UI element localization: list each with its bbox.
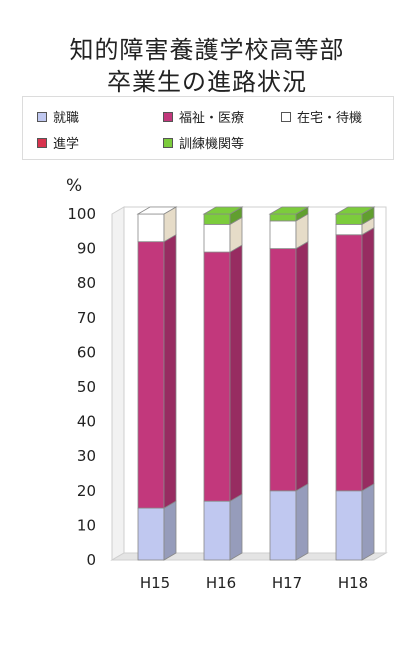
- x-category-label: H16: [206, 574, 236, 592]
- y-tick-label: 20: [77, 482, 96, 500]
- bar-segment-side: [361, 227, 375, 492]
- bar-segment-front: [335, 490, 363, 561]
- legend-item-fukushi: 福祉・医療: [163, 107, 244, 126]
- bar-segment-front: [137, 241, 165, 509]
- legend-swatch: [281, 111, 291, 122]
- y-tick-label: 40: [77, 413, 96, 431]
- x-category-label: H18: [338, 574, 368, 592]
- bar-segment-front: [335, 213, 363, 225]
- legend-swatch: [163, 111, 173, 122]
- legend-label: 在宅・待機: [297, 111, 363, 126]
- legend-label: 就職: [53, 111, 80, 126]
- bar-segment-front: [203, 251, 231, 502]
- y-tick-label: 100: [67, 205, 96, 223]
- bar-segment-front: [203, 223, 231, 253]
- bar-segment-front: [203, 213, 231, 225]
- legend-item-shushoku: 就職: [37, 107, 79, 126]
- chart-title-line1: 知的障害養護学校高等部: [69, 36, 345, 64]
- y-tick-label: 60: [77, 343, 96, 361]
- legend-swatch: [163, 137, 173, 148]
- legend-label: 福祉・医療: [179, 111, 245, 126]
- legend-item-shingaku: 進学: [37, 133, 79, 152]
- y-tick-label: 30: [77, 447, 96, 465]
- x-category-label: H15: [140, 574, 170, 592]
- bar-segment-front: [203, 500, 231, 561]
- bar-segment-side: [295, 483, 309, 561]
- bar-segment-front: [335, 234, 363, 492]
- y-tick-label: 80: [77, 274, 96, 292]
- bar-segment-front: [335, 223, 363, 236]
- bar-top: [334, 206, 376, 215]
- bar-segment-side: [163, 500, 177, 561]
- y-tick-label: 10: [77, 516, 96, 534]
- legend-swatch: [37, 137, 47, 148]
- bar-segment-front: [269, 213, 297, 222]
- bar-segment-front: [137, 507, 165, 561]
- legend-swatch: [37, 111, 47, 122]
- bar-segment-front: [137, 213, 165, 243]
- bar-segment-side: [229, 493, 243, 561]
- bar-top: [202, 206, 244, 215]
- plot-side-wall: [111, 206, 125, 561]
- legend-item-zaitaku: 在宅・待機: [281, 107, 362, 126]
- bar-segment-side: [295, 240, 309, 492]
- y-tick-label: 0: [86, 551, 96, 569]
- bar-segment-side: [361, 483, 375, 561]
- bar-segment-front: [269, 248, 297, 492]
- bar-top: [136, 206, 178, 215]
- y-axis-unit: %: [66, 176, 83, 196]
- chart-legend: 就職 福祉・医療 在宅・待機 進学 訓練機関等: [22, 96, 394, 160]
- x-category-label: H17: [272, 574, 302, 592]
- chart-title-line2: 卒業生の進路状況: [107, 68, 307, 96]
- y-tick-label: 90: [77, 240, 96, 258]
- legend-item-kunren: 訓練機関等: [163, 133, 244, 152]
- bar-segment-front: [269, 220, 297, 249]
- bar-segment-side: [229, 244, 243, 502]
- bar-segment-front: [269, 490, 297, 561]
- legend-label: 訓練機関等: [179, 137, 245, 152]
- y-tick-label: 50: [77, 378, 96, 396]
- legend-label: 進学: [53, 137, 80, 152]
- y-tick-label: 70: [77, 309, 96, 327]
- bar-top: [268, 206, 310, 215]
- bar-segment-side: [163, 233, 177, 509]
